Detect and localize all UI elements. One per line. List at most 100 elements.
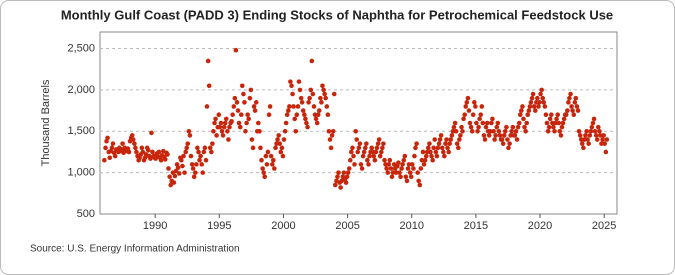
data-point xyxy=(383,162,388,167)
data-point xyxy=(542,104,548,109)
data-point xyxy=(307,95,312,101)
data-point xyxy=(259,157,264,163)
data-point xyxy=(200,170,206,175)
x-tick-label: 2015 xyxy=(464,220,488,232)
data-point xyxy=(579,141,585,146)
data-point xyxy=(179,157,184,163)
data-point xyxy=(597,128,602,134)
data-point xyxy=(283,120,289,126)
data-point xyxy=(515,124,521,130)
data-point xyxy=(557,128,563,134)
data-point xyxy=(245,112,250,118)
data-point xyxy=(341,170,347,175)
data-point xyxy=(321,87,326,93)
data-point xyxy=(277,141,283,146)
data-point xyxy=(256,120,261,126)
data-point xyxy=(409,162,415,167)
data-point xyxy=(229,119,234,124)
data-point xyxy=(370,149,376,155)
plot-area xyxy=(99,31,618,215)
data-point xyxy=(532,108,538,113)
data-point xyxy=(552,128,557,134)
data-point xyxy=(486,133,492,138)
data-point xyxy=(443,141,448,146)
data-point xyxy=(291,104,296,109)
data-point xyxy=(239,83,245,89)
data-point xyxy=(546,124,552,130)
data-point xyxy=(217,124,223,130)
data-point xyxy=(568,91,573,97)
data-point xyxy=(425,145,431,151)
data-point xyxy=(602,141,607,146)
data-point xyxy=(524,120,529,126)
data-point xyxy=(183,149,188,155)
data-point xyxy=(604,137,610,142)
data-point xyxy=(529,95,535,101)
data-point xyxy=(514,137,520,142)
data-point xyxy=(373,149,379,155)
data-point xyxy=(576,128,582,134)
data-point xyxy=(248,87,254,93)
data-point xyxy=(601,133,606,138)
data-point xyxy=(377,153,383,159)
data-point xyxy=(354,137,360,142)
data-point xyxy=(396,160,401,166)
y-axis-label: Thousand Barrels xyxy=(40,79,52,166)
data-point xyxy=(329,133,335,138)
data-point xyxy=(232,95,238,101)
data-point xyxy=(362,145,368,151)
data-point xyxy=(427,141,432,146)
data-point xyxy=(241,91,246,97)
data-point xyxy=(149,130,154,136)
data-point xyxy=(171,180,177,185)
data-point xyxy=(294,112,300,118)
data-point xyxy=(309,58,315,64)
y-tick-label: 1,500 xyxy=(67,125,95,137)
data-point xyxy=(222,120,228,126)
data-point xyxy=(408,174,414,180)
data-point xyxy=(476,124,481,130)
data-point xyxy=(595,124,601,130)
data-point xyxy=(308,87,314,93)
y-tick-label: 2,000 xyxy=(67,84,95,96)
data-point xyxy=(246,116,251,122)
data-point xyxy=(319,100,324,105)
data-point xyxy=(269,162,275,167)
data-point xyxy=(584,128,589,134)
data-point xyxy=(109,145,115,151)
data-point xyxy=(210,141,215,146)
data-point xyxy=(298,95,304,101)
data-point xyxy=(344,174,350,180)
data-point xyxy=(103,145,108,151)
data-point xyxy=(379,149,384,155)
data-point xyxy=(375,141,381,146)
data-point xyxy=(397,170,402,175)
data-point xyxy=(521,116,526,122)
data-point xyxy=(545,128,551,134)
data-point xyxy=(296,79,302,84)
data-point xyxy=(549,112,554,118)
data-point xyxy=(406,162,412,167)
data-point xyxy=(456,145,461,151)
data-point xyxy=(186,128,192,134)
data-point xyxy=(216,112,222,118)
data-point xyxy=(316,108,322,113)
data-point xyxy=(112,153,118,159)
data-point xyxy=(166,166,171,171)
data-point xyxy=(430,157,435,163)
data-point xyxy=(400,162,405,167)
data-point xyxy=(187,133,193,138)
data-point xyxy=(501,133,507,138)
data-point xyxy=(437,137,443,142)
data-point xyxy=(603,149,609,155)
data-point xyxy=(551,124,556,130)
data-point xyxy=(261,170,266,175)
data-point xyxy=(522,124,527,130)
data-point xyxy=(148,156,153,161)
data-point xyxy=(453,128,459,134)
data-point xyxy=(442,153,447,159)
data-point xyxy=(258,145,263,151)
data-point xyxy=(264,162,270,167)
data-point xyxy=(461,116,466,122)
